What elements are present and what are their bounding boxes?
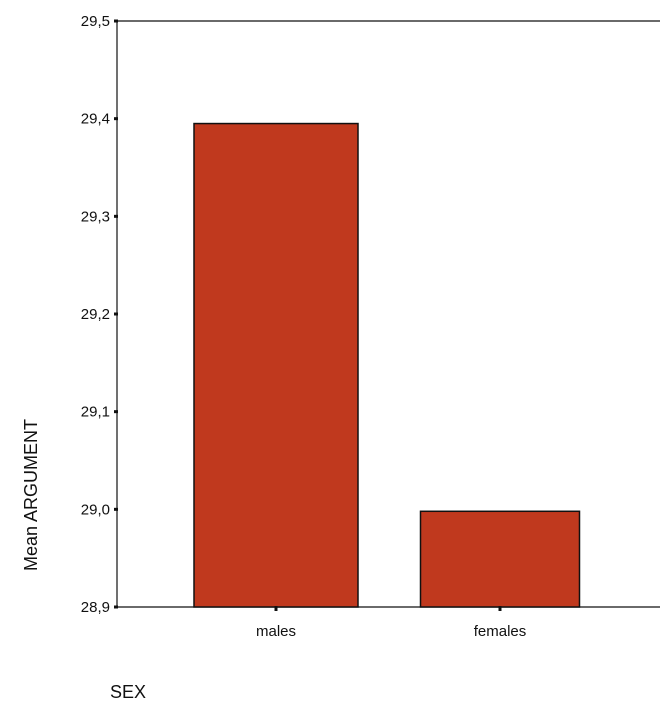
- y-tick-label: 29,1: [81, 404, 110, 421]
- y-axis: 28,9 29,0 29,1 29,2 29,3 29,4 29,5: [81, 13, 118, 616]
- y-axis-title: Mean ARGUMENT: [21, 419, 41, 571]
- y-tick-label: 29,3: [81, 208, 110, 225]
- x-axis-title: SEX: [110, 682, 146, 702]
- y-tick-label: 29,2: [81, 306, 110, 323]
- y-tick-label: 29,4: [81, 111, 110, 128]
- y-tick-label: 28,9: [81, 599, 110, 616]
- bar-males: [193, 122, 359, 608]
- x-tick-label: females: [474, 623, 527, 640]
- x-tick-label: males: [256, 623, 296, 640]
- y-tick-label: 29,0: [81, 501, 110, 518]
- bars-group: [193, 122, 581, 608]
- bar-females: [419, 510, 581, 608]
- y-tick-label: 29,5: [81, 13, 110, 30]
- x-axis: males females: [256, 606, 526, 640]
